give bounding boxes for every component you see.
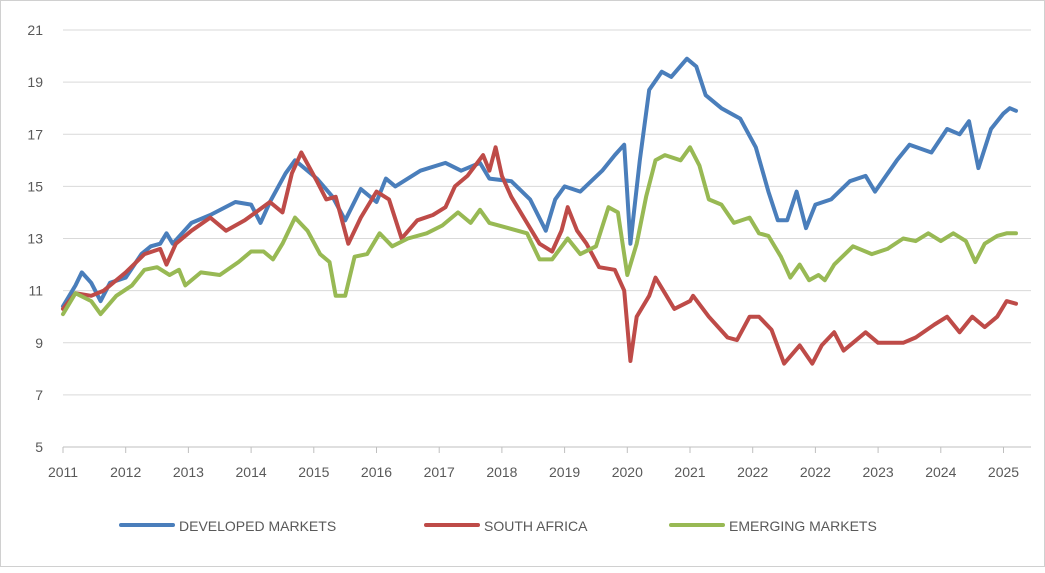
x-tick-label: 2025 (988, 464, 1019, 480)
legend-label: EMERGING MARKETS (729, 518, 877, 534)
series-lines (61, 56, 1018, 366)
legend-label: SOUTH AFRICA (484, 518, 588, 534)
x-tick-label: 2018 (486, 464, 517, 480)
y-tick-label: 17 (27, 126, 43, 142)
y-axis-ticks: 5 7 9 11 13 15 17 19 21 (27, 22, 43, 455)
x-tick-label: 2021 (674, 464, 705, 480)
y-tick-label: 13 (27, 231, 43, 247)
x-tick-label: 2022 (800, 464, 831, 480)
gridlines (63, 29, 1031, 448)
y-tick-label: 15 (27, 178, 43, 194)
x-tick-label: 2015 (298, 464, 329, 480)
y-tick-label: 21 (27, 22, 43, 38)
y-tick-label: 11 (28, 283, 43, 299)
x-tick-label: 2022 (737, 464, 768, 480)
y-tick-label: 19 (27, 74, 43, 90)
x-tick-label: 2023 (863, 464, 894, 480)
series-line-developed-markets (61, 56, 1018, 309)
y-tick-label: 9 (35, 335, 43, 351)
x-tick-label: 2016 (361, 464, 392, 480)
x-tick-label: 2012 (110, 464, 141, 480)
x-tick-label: 2019 (549, 464, 580, 480)
x-tick-label: 2014 (236, 464, 267, 480)
x-tick-label: 2020 (612, 464, 643, 480)
x-axis: 2011 2012 2013 2014 2015 2016 2017 2018 2019 2020… (48, 447, 1019, 480)
x-tick-label: 2017 (424, 464, 455, 480)
x-tick-label: 2011 (48, 464, 78, 480)
series-line-south-africa (61, 145, 1018, 366)
series-line-emerging-markets (61, 145, 1018, 317)
legend: DEVELOPED MARKETS SOUTH AFRICA EMERGING MA… (119, 518, 877, 534)
y-tick-label: 7 (35, 387, 43, 403)
legend-label: DEVELOPED MARKETS (179, 518, 336, 534)
x-tick-label: 2024 (925, 464, 956, 480)
x-tick-label: 2013 (173, 464, 204, 480)
y-tick-label: 5 (35, 439, 43, 455)
